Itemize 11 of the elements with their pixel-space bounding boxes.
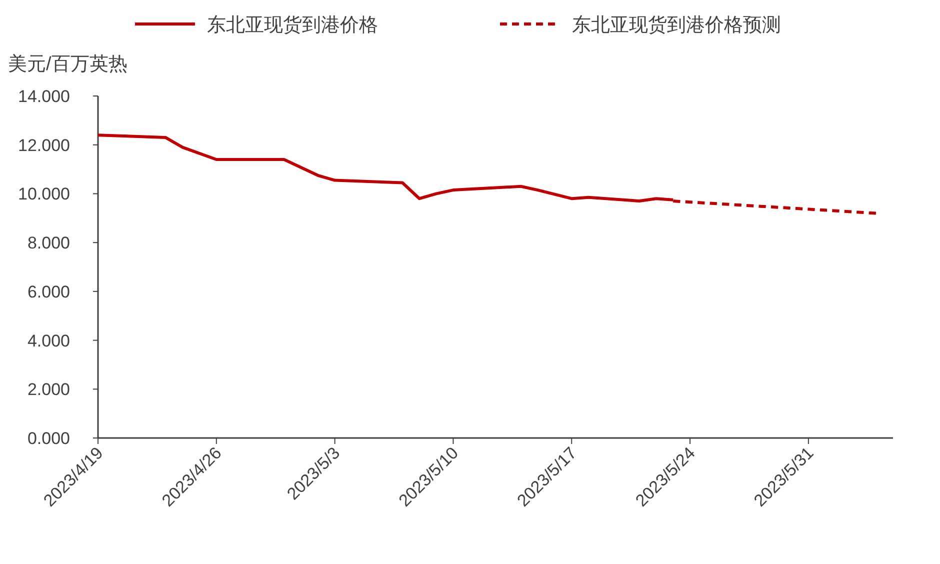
y-tick-label: 0.000	[27, 429, 70, 448]
y-axis-title: 美元/百万英热	[8, 53, 128, 75]
legend-label: 东北亚现货到港价格预测	[572, 15, 781, 36]
y-tick-label: 2.000	[27, 380, 70, 400]
y-tick-label: 4.000	[27, 331, 70, 350]
y-tick-label: 14.000	[18, 87, 70, 106]
y-tick-label: 6.000	[27, 282, 70, 302]
y-tick-label: 10.000	[18, 184, 70, 204]
y-tick-label: 12.000	[18, 136, 70, 155]
legend-label: 东北亚现货到港价格	[207, 15, 378, 36]
y-tick-label: 8.000	[27, 234, 70, 253]
